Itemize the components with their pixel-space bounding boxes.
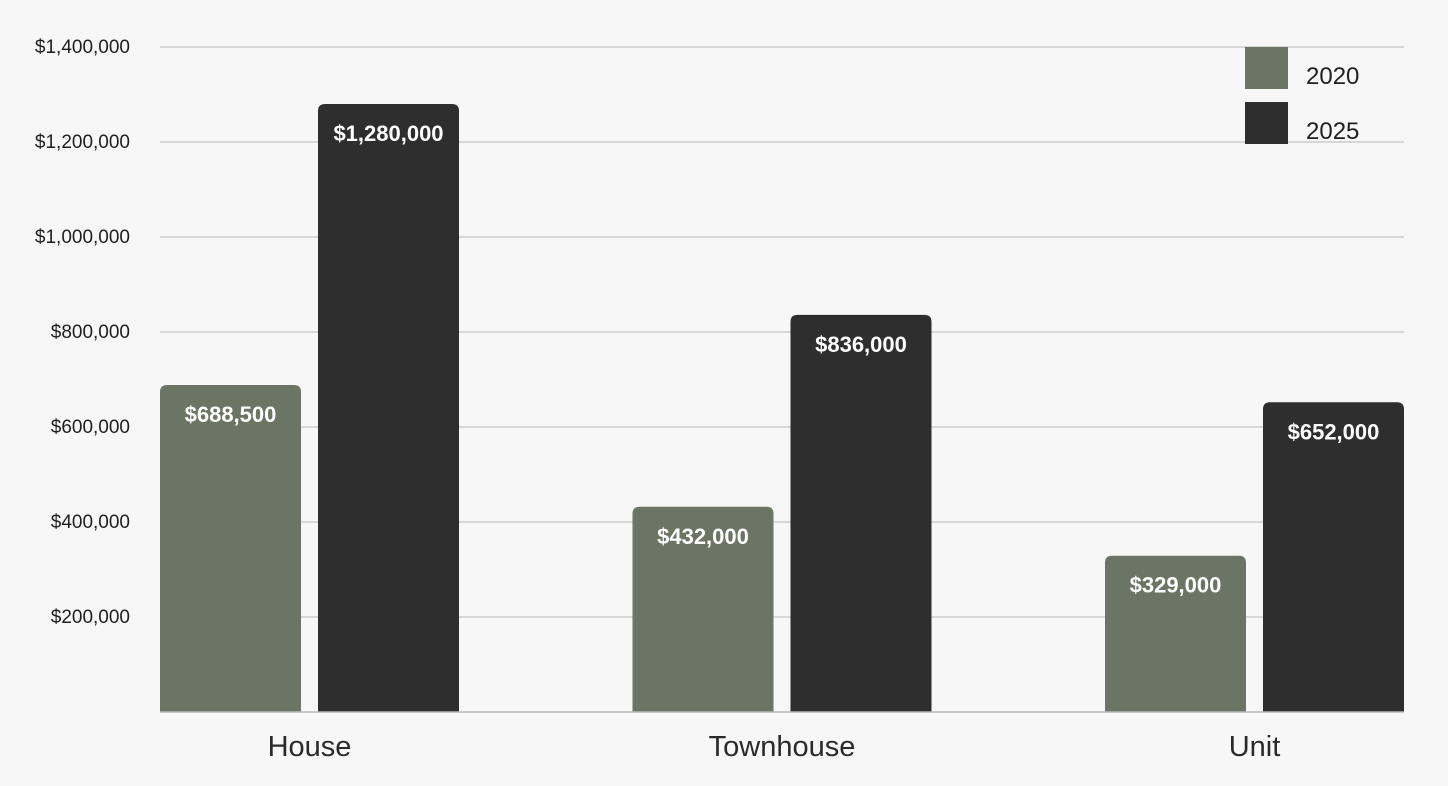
x-axis: House Townhouse Unit (268, 731, 1281, 763)
bar-2020-house (160, 384, 301, 712)
data-label: $836,000 (815, 332, 907, 357)
data-label: $688,500 (185, 402, 277, 427)
y-tick-label: $1,000,000 (35, 227, 130, 248)
x-tick-label: Townhouse (709, 731, 856, 763)
y-tick-label: $1,200,000 (35, 132, 130, 153)
y-axis: $200,000 $400,000 $600,000 $800,000 $1,000,0… (35, 37, 130, 628)
data-label: $652,000 (1288, 419, 1380, 444)
data-label: $432,000 (657, 524, 749, 549)
legend: 2020 2025 (1245, 47, 1359, 145)
y-tick-label: $800,000 (51, 322, 130, 343)
bar-2025-townhouse (790, 314, 932, 712)
legend-label: 2020 (1306, 63, 1359, 90)
x-tick-label: Unit (1229, 731, 1281, 763)
x-tick-label: House (268, 731, 352, 763)
bar-2025-house (318, 104, 459, 712)
y-tick-label: $200,000 (51, 607, 130, 628)
bar-2020-unit (1105, 555, 1246, 712)
data-label: $329,000 (1130, 573, 1222, 598)
bar-2020-townhouse (632, 506, 774, 712)
data-label: $1,280,000 (333, 121, 443, 146)
bar-2025-unit (1263, 402, 1404, 712)
legend-swatch-2020 (1245, 47, 1288, 89)
legend-swatch-2025 (1245, 102, 1288, 144)
y-tick-label: $1,400,000 (35, 37, 130, 58)
y-tick-label: $600,000 (51, 417, 130, 438)
bars: $688,500 $1,280,000 $432,000 $836,000 $329,0… (160, 104, 1404, 712)
y-tick-label: $400,000 (51, 512, 130, 533)
legend-label: 2025 (1306, 118, 1359, 145)
